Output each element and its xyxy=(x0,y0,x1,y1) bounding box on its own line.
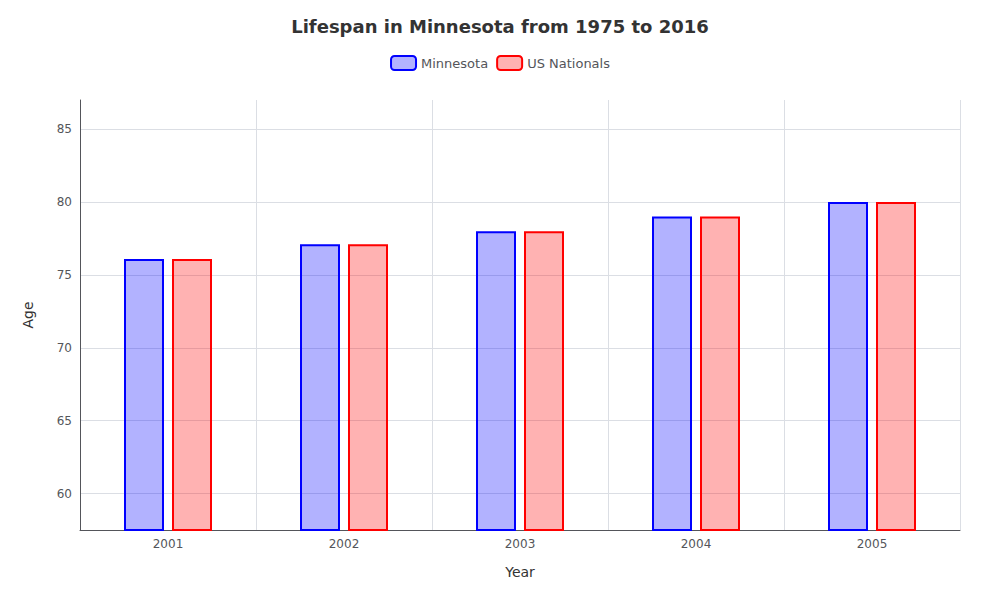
svg-text:US Nationals: US Nationals xyxy=(527,56,610,71)
svg-text:2003: 2003 xyxy=(505,537,536,551)
svg-text:2005: 2005 xyxy=(857,537,888,551)
svg-text:85: 85 xyxy=(57,122,72,136)
svg-text:2001: 2001 xyxy=(153,537,184,551)
svg-text:Year: Year xyxy=(504,564,535,580)
svg-text:60: 60 xyxy=(57,487,72,501)
svg-text:65: 65 xyxy=(57,414,72,428)
svg-text:80: 80 xyxy=(57,195,72,209)
svg-text:2004: 2004 xyxy=(681,537,712,551)
svg-text:Lifespan in Minnesota from 197: Lifespan in Minnesota from 1975 to 2016 xyxy=(291,16,709,37)
svg-text:75: 75 xyxy=(57,268,72,282)
svg-text:2002: 2002 xyxy=(329,537,360,551)
svg-text:70: 70 xyxy=(57,341,72,355)
svg-text:Age: Age xyxy=(20,301,36,328)
svg-text:Minnesota: Minnesota xyxy=(421,56,488,71)
